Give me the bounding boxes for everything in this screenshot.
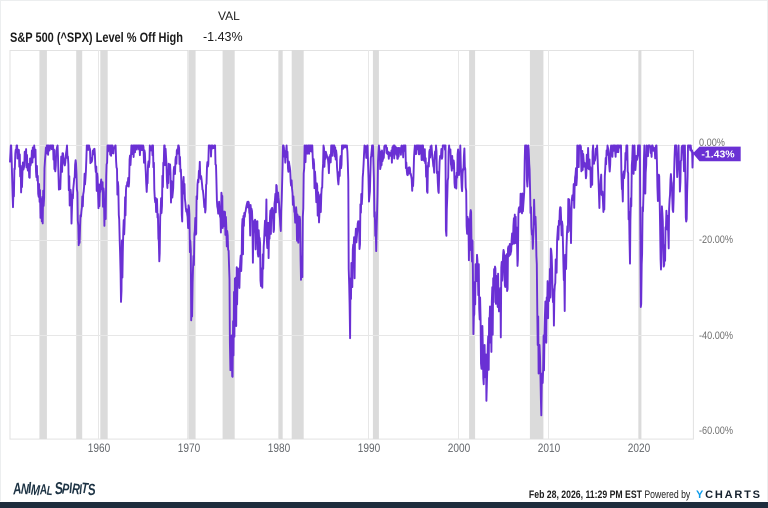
svg-text:-1.43%: -1.43%: [701, 148, 735, 160]
